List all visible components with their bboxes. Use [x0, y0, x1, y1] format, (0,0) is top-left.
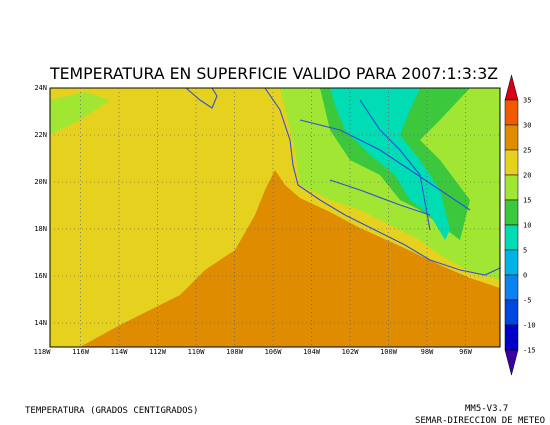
lon-label: 114W	[111, 348, 129, 356]
colorbar-segment	[504, 174, 519, 201]
lat-label: 18N	[34, 225, 47, 233]
footer-agency: SEMAR-DIRECCION DE METEO	[415, 416, 545, 425]
lon-label: 112W	[149, 348, 167, 356]
lon-label: 110W	[188, 348, 206, 356]
colorbar-segment	[504, 299, 519, 326]
lat-label: 24N	[34, 84, 47, 92]
lon-label: 106W	[265, 348, 283, 356]
lon-label: 100W	[380, 348, 398, 356]
lon-label: 108W	[226, 348, 244, 356]
lat-label: 14N	[34, 319, 47, 327]
colorbar-label: 35	[523, 97, 531, 105]
lon-label: 102W	[342, 348, 360, 356]
lon-label: 98W	[421, 348, 434, 356]
colorbar-label: -15	[523, 347, 536, 355]
colorbar-label: 10	[523, 222, 531, 230]
colorbar-cap	[504, 349, 519, 376]
colorbar-segment	[504, 99, 519, 126]
colorbar-label: -5	[523, 297, 531, 305]
colorbar-label: 15	[523, 197, 531, 205]
colorbar-segment	[504, 124, 519, 151]
colorbar-segment	[504, 274, 519, 301]
lat-label: 20N	[34, 178, 47, 186]
colorbar-segment	[504, 199, 519, 226]
colorbar-label: 30	[523, 122, 531, 130]
colorbar-label: 25	[523, 147, 531, 155]
colorbar-label: 0	[523, 272, 527, 280]
lat-label: 22N	[34, 131, 47, 139]
colorbar-label: 20	[523, 172, 531, 180]
colorbar-segment	[504, 324, 519, 351]
coastline	[185, 88, 218, 109]
lat-label: 16N	[34, 272, 47, 280]
footer-left: TEMPERATURA (GRADOS CENTIGRADOS)	[25, 406, 198, 416]
colorbar-segment	[504, 149, 519, 176]
colorbar-segment	[504, 249, 519, 276]
lon-label: 118W	[34, 348, 52, 356]
ocean-zone	[80, 170, 500, 347]
colorbar-segment	[504, 224, 519, 251]
colorbar-label: -10	[523, 322, 536, 330]
lon-label: 104W	[303, 348, 321, 356]
map-title: TEMPERATURA EN SUPERFICIE VALIDO PARA 20…	[49, 64, 498, 83]
lon-label: 116W	[72, 348, 90, 356]
lon-label: 96W	[459, 348, 472, 356]
warm-zone	[50, 92, 110, 135]
colorbar-label: 5	[523, 247, 527, 255]
colorbar-cap	[504, 74, 519, 101]
colder-zone	[330, 88, 450, 240]
state-borders	[299, 99, 471, 231]
map	[50, 88, 500, 347]
coastline	[264, 88, 500, 276]
footer-model: MM5-V3.7	[465, 404, 508, 414]
